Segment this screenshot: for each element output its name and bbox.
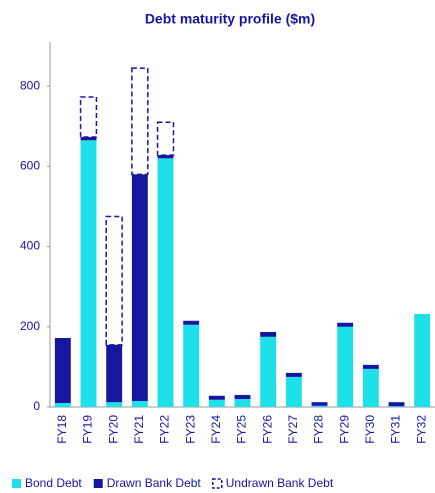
chart-title: Debt maturity profile ($m): [145, 11, 315, 27]
bar-segment: [183, 324, 200, 407]
bar-segment: [311, 402, 328, 406]
x-tick-label: FY30: [363, 415, 377, 444]
x-tick-label: FY21: [132, 415, 146, 444]
bar-segment: [234, 398, 251, 407]
bar-segment: [285, 372, 302, 377]
bar-segment: [311, 405, 328, 407]
bar-segment: [260, 331, 277, 337]
bar-segment: [157, 158, 174, 407]
bar-segment: [131, 67, 149, 176]
x-tick-label: FY22: [158, 415, 172, 444]
x-tick-label: FY19: [81, 415, 95, 444]
y-tick-label: 600: [20, 159, 40, 173]
bar-segment: [388, 406, 405, 407]
bar-segment: [414, 313, 431, 407]
bar-segment: [54, 402, 71, 407]
x-tick-label: FY25: [235, 415, 249, 444]
x-tick-label: FY32: [414, 415, 428, 444]
legend-label: Undrawn Bank Debt: [226, 476, 334, 490]
x-tick-label: FY31: [389, 415, 403, 444]
legend-swatch: [12, 479, 21, 488]
x-tick-label: FY29: [337, 415, 351, 444]
bar-segment: [80, 137, 97, 141]
legend-swatch: [93, 479, 103, 488]
legend-swatch: [212, 478, 223, 489]
bar-segment: [337, 322, 354, 327]
x-tick-label: FY24: [209, 415, 223, 444]
x-tick-label: FY26: [260, 415, 274, 444]
bar-segment: [106, 402, 123, 407]
x-tick-label: FY20: [106, 415, 120, 444]
bar-segment: [54, 338, 71, 403]
y-tick-label: 800: [20, 78, 40, 92]
bar-segment: [131, 174, 148, 401]
bar-segment: [362, 364, 379, 369]
bar-segment: [337, 326, 354, 407]
bar-segment: [208, 395, 225, 400]
x-tick-label: FY23: [183, 415, 197, 444]
x-tick-label: FY18: [55, 415, 69, 444]
legend-label: Drawn Bank Debt: [107, 476, 202, 490]
bar-segment: [157, 155, 174, 159]
bar-segment: [156, 121, 175, 156]
y-tick-label: 200: [20, 319, 40, 333]
x-tick-label: FY28: [312, 415, 326, 444]
bar-segment: [106, 344, 123, 403]
bar-segment: [131, 400, 148, 407]
y-tick-label: 0: [33, 399, 40, 413]
bar-segment: [362, 368, 379, 407]
bar-segment: [260, 336, 277, 407]
bar-segment: [208, 399, 225, 407]
bar-segment: [80, 140, 97, 407]
bar-segment: [105, 215, 123, 346]
bar-segment: [388, 402, 405, 407]
y-tick-label: 400: [20, 239, 40, 253]
legend-label: Bond Debt: [25, 476, 82, 490]
bar-segment: [79, 96, 98, 138]
bar-segment: [285, 376, 302, 407]
x-tick-label: FY27: [286, 415, 300, 444]
bar-segment: [183, 320, 200, 325]
bar-segment: [234, 394, 251, 399]
